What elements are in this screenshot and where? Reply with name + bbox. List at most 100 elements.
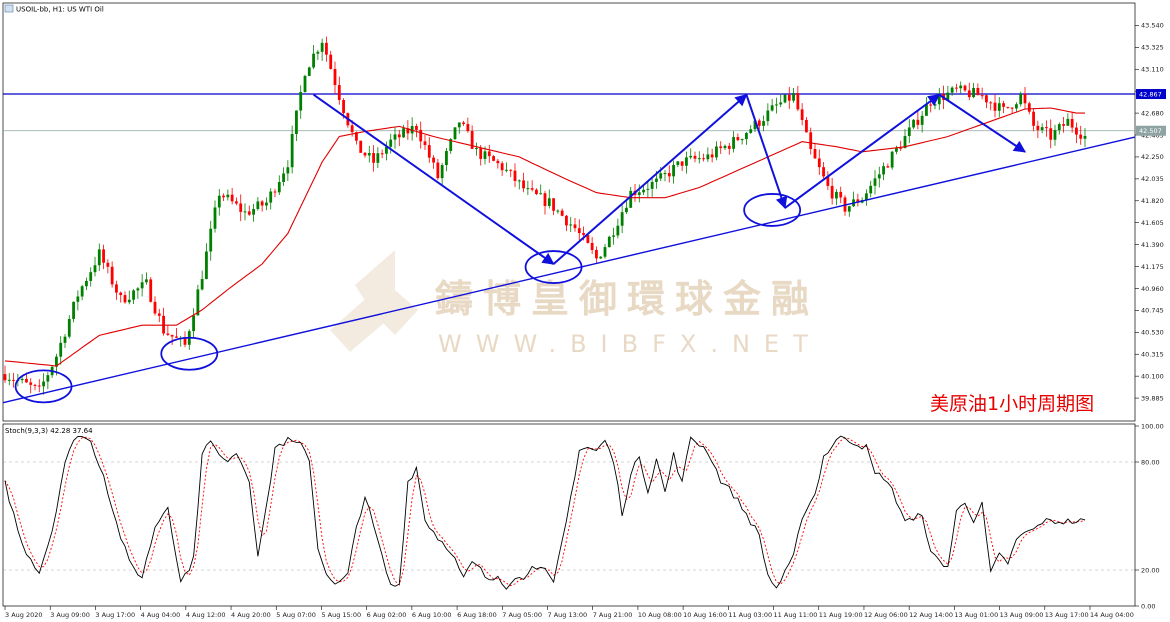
candle — [865, 189, 868, 206]
time-tick-label: 12 Aug 06:00 — [864, 611, 908, 619]
candle — [762, 115, 765, 132]
candle — [7, 373, 11, 386]
candle — [1062, 117, 1065, 133]
candle — [453, 127, 457, 141]
candle — [770, 99, 774, 112]
candle — [115, 280, 118, 300]
candle — [886, 163, 890, 168]
candle — [33, 383, 37, 391]
time-tick-label: 5 Aug 07:00 — [276, 611, 316, 619]
candle — [796, 85, 800, 112]
candle — [462, 120, 465, 126]
candle — [325, 36, 328, 62]
candle — [367, 145, 371, 163]
stoch-tick-label: 100.00 — [1141, 422, 1164, 430]
candle — [907, 119, 911, 144]
support-trendline — [2, 136, 1136, 404]
candle — [166, 325, 170, 336]
highlight-circle — [524, 250, 583, 284]
candle — [200, 270, 204, 291]
candle — [989, 101, 993, 111]
candle — [547, 189, 551, 209]
candle — [779, 93, 783, 108]
candle — [552, 198, 555, 216]
candle — [436, 158, 440, 180]
price-tick-label: 41.390 — [1141, 241, 1164, 249]
candle — [123, 291, 127, 304]
candle — [415, 123, 418, 138]
candle — [85, 277, 88, 291]
candle — [847, 205, 851, 217]
time-tick-label: 5 Aug 15:00 — [321, 611, 361, 619]
candle — [260, 199, 264, 212]
candle — [672, 160, 675, 184]
candle — [950, 86, 954, 96]
candle — [286, 160, 290, 181]
candle — [500, 161, 504, 176]
symbol-icon — [4, 4, 14, 13]
price-tick-label: 41.175 — [1141, 263, 1164, 271]
time-tick-label: 14 Aug 04:00 — [1090, 611, 1134, 619]
candle — [277, 175, 281, 195]
stoch-header-text: Stoch(9,3,3) 42.28 37.64 — [5, 427, 93, 435]
candle — [925, 97, 928, 116]
candle — [963, 84, 967, 92]
price-tick-label: 40.960 — [1141, 285, 1164, 293]
candle — [955, 83, 958, 93]
candle — [106, 259, 110, 274]
price-tick-label: 39.885 — [1141, 394, 1164, 402]
candle — [766, 103, 770, 126]
time-tick-label: 6 Aug 02:00 — [367, 611, 407, 619]
trend-arrow — [552, 93, 748, 265]
time-tick-label: 10 Aug 08:00 — [638, 611, 682, 619]
candle — [650, 177, 654, 197]
trend-arrow — [784, 93, 941, 209]
candle — [59, 336, 63, 365]
candle — [97, 243, 101, 272]
candle — [1027, 101, 1031, 115]
candle — [239, 194, 243, 222]
price-axis: 43.54043.32543.11042.89542.68042.46542.2… — [1135, 22, 1166, 402]
candle — [967, 82, 971, 101]
candle — [110, 261, 114, 288]
candle — [295, 110, 298, 142]
candle — [72, 301, 75, 323]
candle — [303, 74, 307, 93]
stoch-tick-label: 20.00 — [1141, 566, 1160, 574]
candle — [153, 296, 157, 316]
highlight-circle — [743, 193, 802, 227]
candle — [299, 85, 303, 119]
time-tick-label: 13 Aug 17:00 — [1045, 611, 1089, 619]
candle — [419, 121, 423, 149]
price-tag — [1136, 125, 1166, 136]
trend-drawings — [2, 93, 1136, 404]
time-tick-label: 7 Aug 13:00 — [548, 611, 588, 619]
candle — [899, 140, 903, 151]
candle — [136, 287, 140, 299]
candle — [637, 184, 641, 203]
main-plot-frame — [2, 2, 1136, 422]
candle — [873, 170, 877, 195]
candle — [1083, 128, 1087, 148]
price-tick-label: 40.530 — [1141, 329, 1164, 337]
candle — [783, 94, 787, 104]
candle — [1066, 113, 1070, 126]
candle — [745, 132, 748, 145]
price-tick-label: 41.820 — [1141, 197, 1164, 205]
candle — [916, 110, 920, 130]
candle — [813, 142, 817, 159]
candle — [749, 125, 753, 134]
price-tick-label: 42.250 — [1141, 153, 1164, 161]
candle — [209, 220, 213, 261]
candle — [505, 162, 508, 173]
candle — [736, 133, 740, 142]
highlight-circle — [160, 336, 219, 371]
time-tick-label: 11 Aug 11:00 — [774, 611, 818, 619]
price-tick-label: 42.680 — [1141, 109, 1164, 117]
candle — [667, 165, 671, 183]
candle — [1023, 86, 1027, 110]
trend-arrow — [745, 94, 788, 210]
candle — [809, 127, 813, 155]
candle — [102, 244, 105, 270]
